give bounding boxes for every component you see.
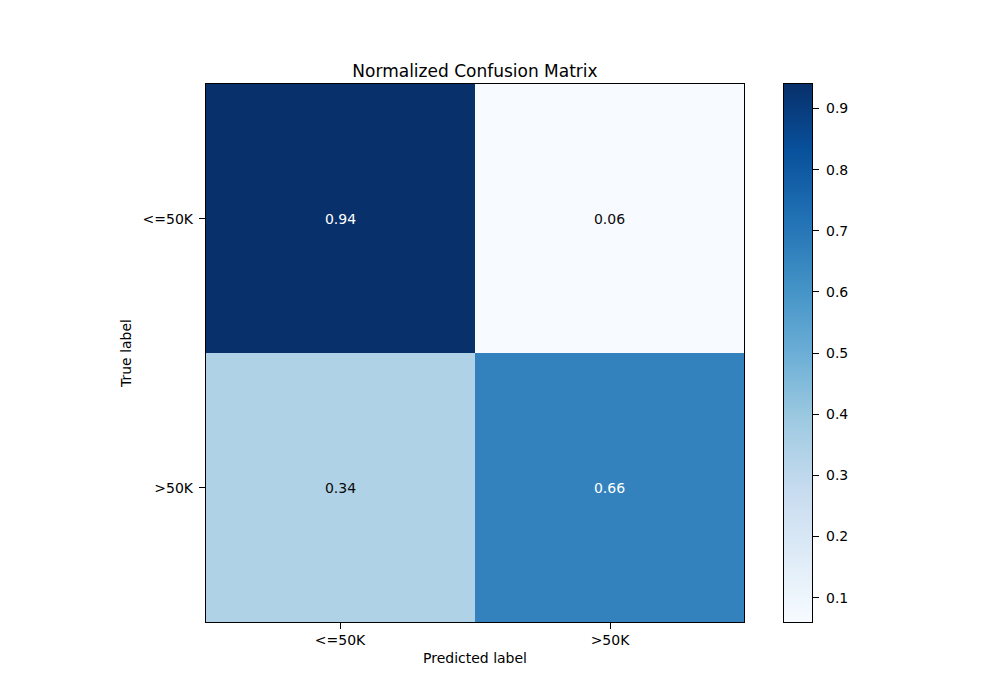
- x-tick-mark: [340, 623, 341, 629]
- colorbar-tick-label: 0.4: [826, 406, 848, 422]
- colorbar-tick-label: 0.7: [826, 223, 848, 239]
- heatmap-cell: 0.94: [206, 84, 475, 353]
- heatmap-cell: 0.06: [475, 84, 744, 353]
- colorbar-tick-label: 0.6: [826, 284, 848, 300]
- colorbar-ticks: 0.9 0.8 0.7 0.6 0.5 0.4 0.3 0.2 0.1: [813, 84, 873, 622]
- colorbar-tick: 0.1: [813, 590, 848, 606]
- colorbar-tick-label: 0.1: [826, 590, 848, 606]
- colorbar-tick-mark: [813, 353, 819, 354]
- heatmap-cell: 0.34: [206, 353, 475, 622]
- colorbar-tick: 0.7: [813, 223, 848, 239]
- colorbar-tick-mark: [813, 291, 819, 292]
- colorbar-tick: 0.5: [813, 345, 848, 361]
- cell-value: 0.34: [325, 480, 356, 496]
- y-tick-mark: [199, 487, 205, 488]
- heatmap-plot-area: 0.94 0.06 0.34 0.66: [205, 83, 745, 623]
- colorbar-tick-label: 0.8: [826, 162, 848, 178]
- colorbar-tick-label: 0.2: [826, 528, 848, 544]
- heatmap-cell: 0.66: [475, 353, 744, 622]
- colorbar-tick-label: 0.9: [826, 100, 848, 116]
- colorbar-tick: 0.8: [813, 162, 848, 178]
- x-tick-mark: [610, 623, 611, 629]
- colorbar-tick-mark: [813, 536, 819, 537]
- cell-value: 0.94: [325, 211, 356, 227]
- cell-value: 0.66: [594, 480, 625, 496]
- y-tick-label: >50K: [92, 480, 193, 496]
- colorbar-tick: 0.9: [813, 100, 848, 116]
- colorbar-tick: 0.2: [813, 528, 848, 544]
- colorbar-tick: 0.6: [813, 284, 848, 300]
- colorbar-tick-label: 0.5: [826, 345, 848, 361]
- confusion-matrix-figure: Normalized Confusion Matrix 0.94 0.06 0.…: [0, 0, 1000, 700]
- cell-value: 0.06: [594, 211, 625, 227]
- colorbar-tick-mark: [813, 414, 819, 415]
- colorbar-tick: 0.3: [813, 467, 848, 483]
- colorbar-tick-label: 0.3: [826, 467, 848, 483]
- colorbar-tick: 0.4: [813, 406, 848, 422]
- y-tick-label: <=50K: [92, 211, 193, 227]
- chart-title: Normalized Confusion Matrix: [205, 61, 745, 81]
- colorbar-tick-mark: [813, 108, 819, 109]
- x-tick-label: >50K: [550, 632, 670, 648]
- colorbar-tick-mark: [813, 475, 819, 476]
- colorbar-tick-mark: [813, 169, 819, 170]
- colorbar-gradient: [783, 83, 813, 623]
- colorbar-tick-mark: [813, 597, 819, 598]
- y-axis-label: True label: [118, 263, 136, 443]
- x-tick-label: <=50K: [280, 632, 400, 648]
- x-axis-label: Predicted label: [205, 650, 745, 666]
- colorbar-tick-mark: [813, 230, 819, 231]
- y-tick-mark: [199, 218, 205, 219]
